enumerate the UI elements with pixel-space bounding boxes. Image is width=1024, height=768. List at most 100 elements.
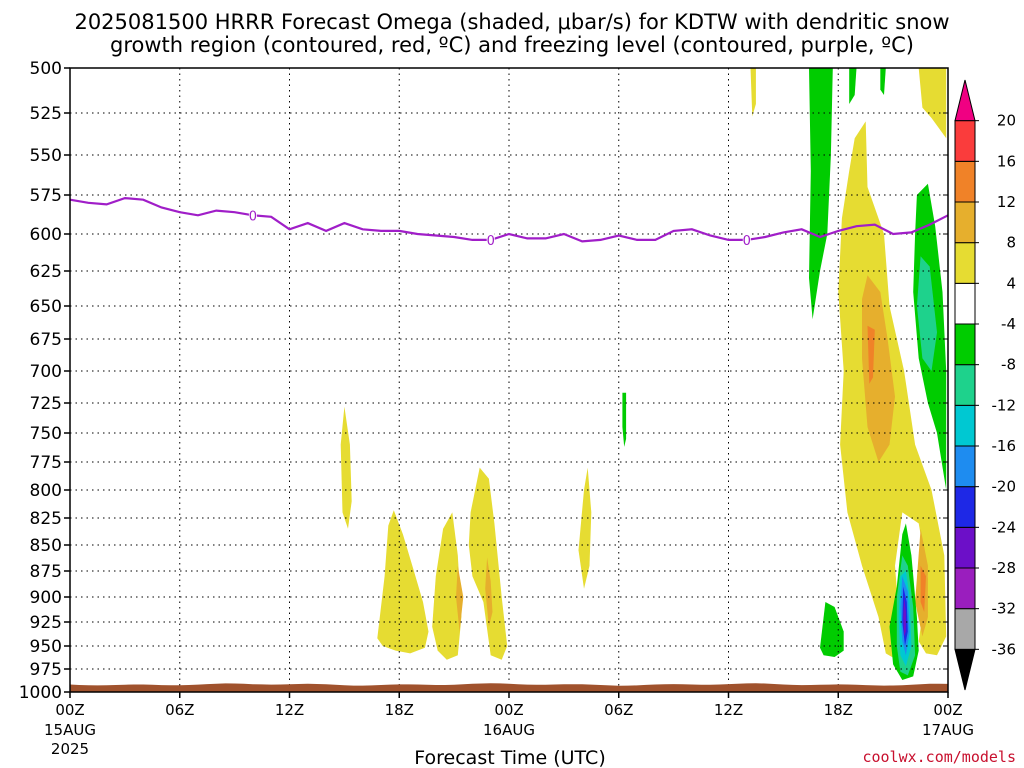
omega-region-21 bbox=[916, 256, 937, 371]
x-tick-label: 12Z bbox=[714, 701, 743, 719]
terrain-layer bbox=[70, 683, 948, 692]
colorbar-label: -36 bbox=[992, 640, 1017, 658]
y-tick-label: 750 bbox=[30, 424, 62, 444]
colorbar-bin bbox=[954, 242, 976, 284]
colorbar-bin bbox=[954, 323, 976, 366]
omega-region-8 bbox=[456, 565, 464, 632]
colorbar-label: 20 bbox=[997, 112, 1016, 130]
x-tick-label: 06Z bbox=[604, 701, 633, 719]
colorbar-bin bbox=[954, 445, 976, 488]
freezing-label-bg bbox=[742, 232, 751, 247]
omega-region-10 bbox=[862, 275, 895, 462]
y-tick-label: 625 bbox=[30, 262, 62, 282]
colorbar-bin bbox=[954, 201, 976, 244]
x-tick-label: 12Z bbox=[275, 701, 304, 719]
colorbar-bin bbox=[954, 648, 976, 691]
credit-text: coolwx.com/models bbox=[862, 748, 1016, 766]
colorbar-label: -20 bbox=[992, 478, 1017, 496]
x-tick-date: 16AUG bbox=[483, 721, 535, 739]
y-tick-label: 1000 bbox=[19, 683, 62, 703]
colorbar-label: -4 bbox=[1001, 315, 1016, 333]
colorbar-label: -32 bbox=[992, 600, 1017, 618]
y-tick-label: 975 bbox=[30, 660, 62, 680]
y-tick-label: 650 bbox=[30, 297, 62, 317]
colorbar-label: -8 bbox=[1001, 356, 1016, 374]
omega-region-19 bbox=[820, 602, 844, 657]
omega-region-13 bbox=[920, 565, 926, 612]
colorbar-label: -24 bbox=[992, 518, 1017, 536]
freezing-level-line bbox=[69, 196, 949, 243]
y-tick-label: 700 bbox=[30, 362, 62, 382]
colorbar-bin bbox=[954, 282, 976, 325]
x-tick-label: 18Z bbox=[824, 701, 853, 719]
chart-title-line1: 2025081500 HRRR Forecast Omega (shaded, … bbox=[74, 10, 949, 34]
omega-region-17 bbox=[622, 392, 627, 447]
omega-region-26 bbox=[903, 597, 906, 637]
freezing-label-bg bbox=[486, 232, 495, 247]
y-tick-label: 725 bbox=[30, 394, 62, 414]
colorbar-bin bbox=[954, 526, 976, 569]
y-tick-label: 925 bbox=[30, 613, 62, 633]
freezing-level-label: 0 bbox=[743, 234, 751, 249]
colorbar-bin bbox=[954, 120, 976, 162]
freezing-level-label: 0 bbox=[249, 209, 257, 224]
colorbar-label: 8 bbox=[1006, 234, 1016, 252]
omega-region-15 bbox=[849, 68, 857, 104]
colorbar-bin bbox=[954, 404, 976, 447]
omega-shading-layer bbox=[340, 68, 947, 680]
y-tick-label: 800 bbox=[30, 481, 62, 501]
omega-region-16 bbox=[880, 68, 886, 95]
omega-colorbar: -36 -32 -28 -24 -20 -16 -12 -8 -4 4 8 12 16 20 bbox=[954, 79, 1017, 691]
x-tick-date: 15AUG bbox=[44, 721, 96, 739]
colorbar-label: 4 bbox=[1006, 274, 1016, 292]
omega-region-1 bbox=[377, 510, 429, 654]
colorbar-label: -28 bbox=[992, 559, 1017, 577]
x-tick-date: 17AUG bbox=[922, 721, 974, 739]
x-tick-year: 2025 bbox=[51, 740, 89, 758]
y-tick-label: 600 bbox=[30, 225, 62, 245]
x-tick-label: 00Z bbox=[55, 701, 84, 719]
x-axis-label: Forecast Time (UTC) bbox=[414, 747, 605, 768]
omega-region-2 bbox=[432, 512, 462, 660]
omega-region-9 bbox=[485, 557, 493, 627]
y-tick-label: 525 bbox=[30, 104, 62, 124]
freezing-level-layer: 0 0 0 bbox=[69, 196, 949, 249]
colorbar-bin bbox=[954, 160, 976, 203]
y-tick-label: 950 bbox=[30, 637, 62, 657]
x-tick-label: 00Z bbox=[933, 701, 962, 719]
colorbar-label: 12 bbox=[997, 193, 1016, 211]
omega-region-14 bbox=[809, 68, 833, 320]
colorbar-label: -16 bbox=[992, 437, 1017, 455]
x-tick-label: 00Z bbox=[494, 701, 523, 719]
y-tick-label: 900 bbox=[30, 588, 62, 608]
omega-region-12 bbox=[867, 325, 875, 384]
colorbar-bin bbox=[954, 79, 976, 122]
y-axis-ticks: 500 525 550 575 600 625 650 675 700 725 750 775 800 8… bbox=[19, 59, 948, 703]
colorbar-bin bbox=[954, 364, 976, 406]
y-tick-label: 550 bbox=[30, 146, 62, 166]
colorbar-bin bbox=[954, 567, 976, 610]
colorbar-label: 16 bbox=[997, 152, 1016, 170]
terrain-fill bbox=[70, 683, 948, 692]
freezing-label-bg bbox=[248, 208, 257, 223]
omega-region-4 bbox=[578, 467, 592, 589]
x-tick-label: 18Z bbox=[385, 701, 414, 719]
freezing-level-label: 0 bbox=[487, 234, 495, 249]
y-tick-label: 825 bbox=[30, 509, 62, 529]
y-tick-label: 675 bbox=[30, 330, 62, 350]
chart-title-line2: growth region (contoured, red, ºC) and f… bbox=[110, 33, 914, 57]
x-tick-label: 06Z bbox=[165, 701, 194, 719]
y-tick-label: 875 bbox=[30, 562, 62, 582]
omega-region-7 bbox=[750, 68, 756, 117]
colorbar-label: -12 bbox=[992, 396, 1017, 414]
y-tick-label: 500 bbox=[30, 59, 62, 79]
y-tick-label: 575 bbox=[30, 186, 62, 206]
grid-layer bbox=[70, 68, 948, 692]
y-tick-label: 775 bbox=[30, 453, 62, 473]
omega-region-6 bbox=[918, 68, 947, 139]
colorbar-bin bbox=[954, 486, 976, 528]
omega-region-0 bbox=[340, 406, 352, 529]
colorbar-bin bbox=[954, 608, 976, 650]
